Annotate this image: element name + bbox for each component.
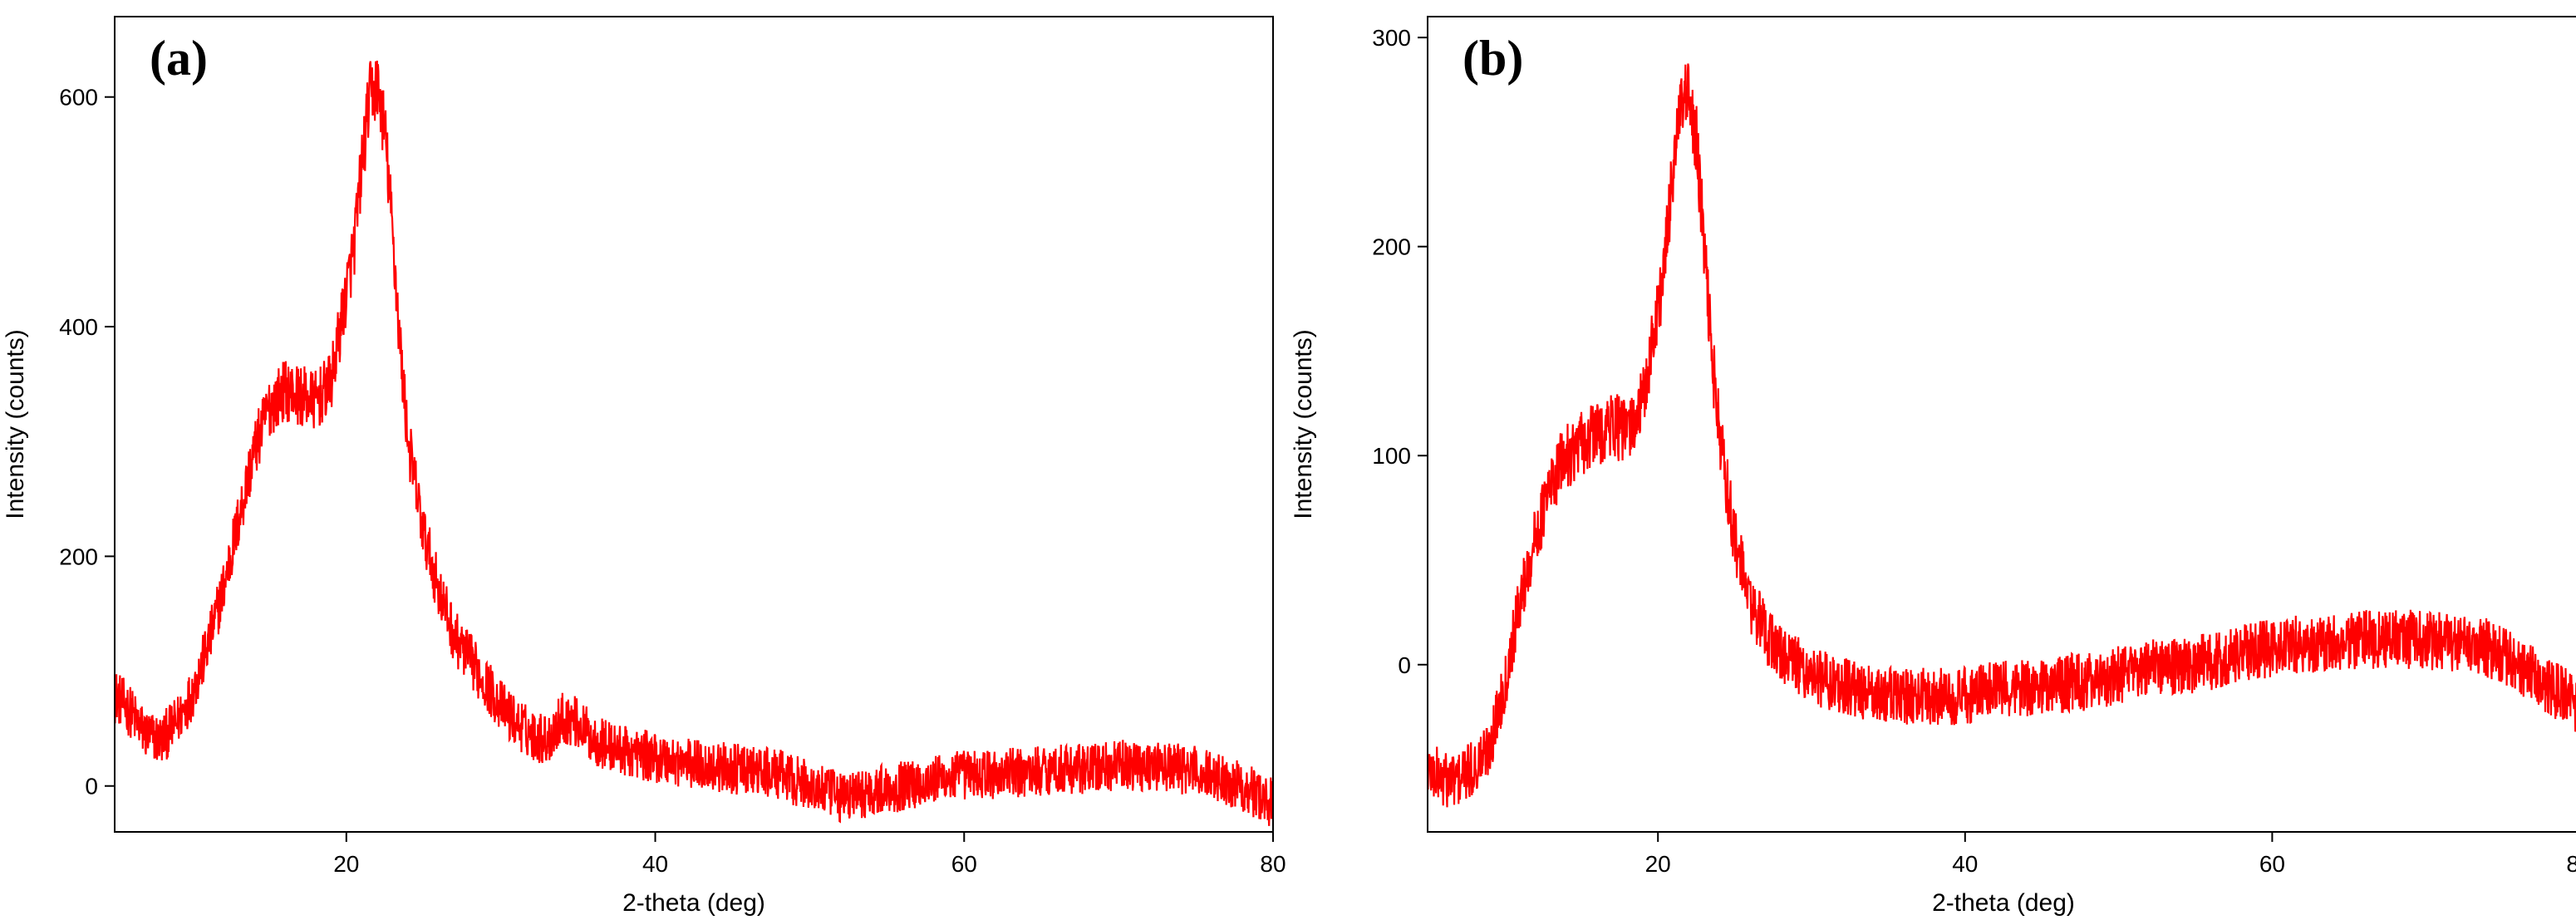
data-series-line [1428,63,2576,808]
x-axis-label: 2-theta (deg) [1932,889,2075,917]
plot-frame [114,16,1274,833]
plot-frame [1427,16,2576,833]
y-axis-label: Intensity (counts) [2,329,29,519]
x-tick-label: 20 [333,851,359,877]
chart-b-svg: 20 40 60 80 0 100 200 300 2-theta (deg) Intensity… [1290,16,2576,917]
chart-panel-a: 20 40 60 80 0 200 400 600 2-theta (deg) Intensity… [2,16,1286,917]
x-tick-label: 40 [642,851,668,877]
x-axis-label: 2-theta (deg) [622,889,765,917]
y-tick-label: 100 [1372,443,1411,469]
y-tick-label: 0 [1398,652,1411,678]
y-tick-label: 0 [85,774,98,799]
x-tick-label: 40 [1952,851,1978,877]
panel-label: (a) [150,31,208,86]
y-tick-label: 200 [1372,234,1411,260]
x-tick-label: 80 [1260,851,1286,877]
chart-panel-b: 20 40 60 80 0 100 200 300 2-theta (deg) Intensity… [1288,0,2576,920]
x-tick-label: 20 [1645,851,1671,877]
chart-a-svg: 20 40 60 80 0 200 400 600 2-theta (deg) Intensity… [2,16,1286,917]
x-tick-label: 60 [2259,851,2285,877]
y-axis-label: Intensity (counts) [1290,329,1317,519]
y-tick-label: 600 [59,85,98,111]
data-series-line [115,60,1273,826]
y-tick-label: 300 [1372,25,1411,51]
y-tick-label: 400 [59,314,98,340]
x-tick-label: 60 [951,851,977,877]
y-tick-label: 200 [59,544,98,569]
x-tick-label: 80 [2566,851,2576,877]
panel-label: (b) [1463,31,1523,86]
